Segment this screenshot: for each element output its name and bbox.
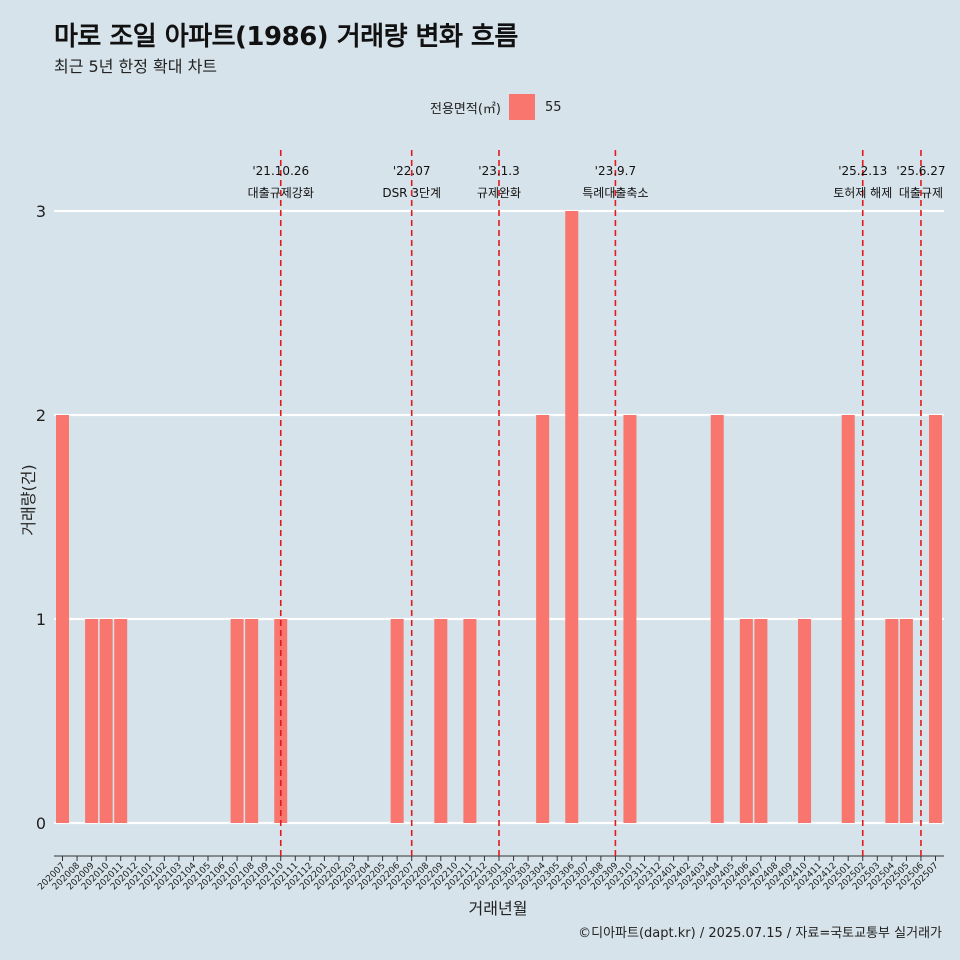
legend: 전용면적(㎡) 55: [430, 94, 562, 120]
y-tick-label: 2: [36, 406, 46, 425]
bar: [841, 415, 855, 823]
bar: [85, 619, 99, 823]
event-label: 대출규제강화: [248, 186, 314, 200]
bar: [56, 415, 69, 823]
bar: [245, 619, 259, 823]
bar: [536, 415, 550, 823]
y-tick-label: 3: [36, 202, 46, 221]
bar: [565, 211, 579, 823]
bar: [230, 619, 244, 823]
legend-item-label: 55: [544, 99, 562, 115]
bar: [710, 415, 724, 823]
x-axis-title: 거래년월: [469, 899, 528, 918]
bar: [754, 619, 768, 823]
event-label: 특례대출축소: [582, 186, 648, 200]
y-tick-label: 0: [36, 814, 46, 833]
bar: [885, 619, 899, 823]
legend-title: 전용면적(㎡): [430, 101, 501, 117]
bar: [899, 619, 913, 823]
source-caption: ©디아파트(dapt.kr) / 2025.07.15 / 자료=국토교통부 실…: [578, 926, 942, 941]
bar: [463, 619, 477, 823]
event-date-label: '25.2.13: [838, 164, 887, 178]
event-label: 대출규제: [899, 186, 943, 200]
bar: [739, 619, 753, 823]
event-date-label: '23.1.3: [478, 164, 519, 178]
event-date-label: '25.6.27: [896, 164, 945, 178]
bar: [798, 619, 812, 823]
bar: [929, 415, 942, 823]
event-label: DSR 3단계: [382, 186, 441, 200]
bar: [99, 619, 113, 823]
y-axis-title: 거래량(건): [19, 464, 38, 535]
chart-title: 마로 조일 아파트(1986) 거래량 변화 흐름: [54, 22, 518, 52]
legend-swatch: [508, 94, 535, 120]
chart-subtitle: 최근 5년 한정 확대 차트: [54, 57, 218, 76]
event-label: 토허제 해제: [833, 186, 892, 200]
y-tick-label: 1: [36, 610, 46, 629]
event-date-label: '21.10.26: [252, 164, 309, 178]
bar: [390, 619, 404, 823]
event-date-label: '23.9.7: [595, 164, 636, 178]
event-label: 규제완화: [477, 186, 521, 200]
bar: [623, 415, 637, 823]
bar: [114, 619, 128, 823]
bar: [434, 619, 448, 823]
event-date-label: '22.07: [393, 164, 431, 178]
